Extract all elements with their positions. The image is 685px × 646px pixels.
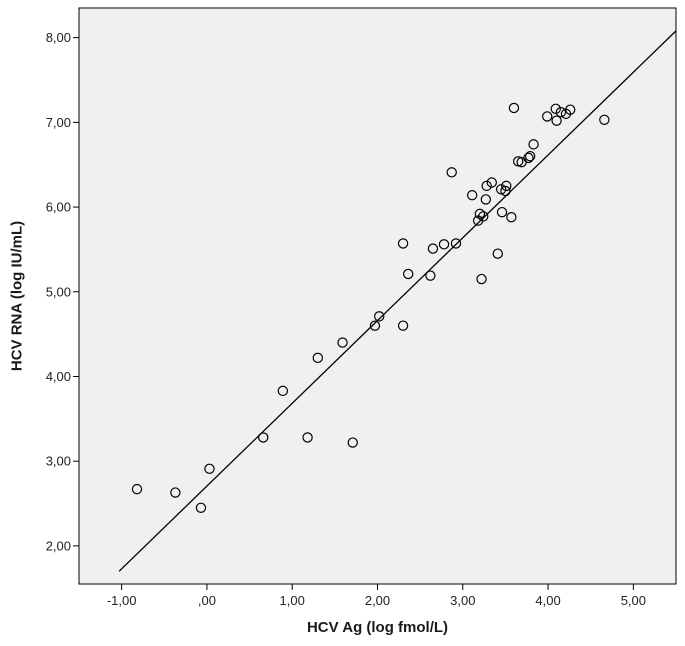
- data-points: [131, 102, 610, 513]
- x-tick-label: 4,00: [535, 593, 560, 608]
- y-tick-label: 3,00: [46, 454, 71, 469]
- data-point: [277, 385, 289, 397]
- data-point: [450, 238, 462, 249]
- data-point: [501, 180, 512, 192]
- data-point: [496, 206, 508, 218]
- data-point: [506, 212, 517, 223]
- y-axis-title: HCV RNA (log IU/mL): [9, 221, 26, 371]
- data-point: [550, 103, 561, 115]
- data-point: [478, 211, 489, 222]
- y-tick-label: 5,00: [46, 284, 71, 299]
- x-tick-label: 5,00: [621, 593, 646, 608]
- data-point: [425, 270, 436, 281]
- plot-area: [78, 7, 677, 585]
- data-point: [466, 189, 478, 201]
- data-point: [302, 432, 313, 443]
- data-point: [524, 151, 536, 162]
- data-point: [486, 177, 497, 188]
- data-point: [508, 102, 520, 114]
- y-tick-label: 4,00: [46, 369, 71, 384]
- y-tick-label: 6,00: [46, 200, 71, 215]
- data-point: [397, 320, 409, 331]
- data-point: [500, 185, 511, 197]
- data-point: [204, 463, 215, 474]
- data-point: [542, 111, 553, 122]
- data-point: [374, 311, 385, 322]
- data-point: [403, 268, 414, 280]
- data-point: [492, 248, 503, 259]
- data-point: [337, 337, 348, 348]
- data-point: [599, 114, 610, 126]
- x-axis-title: HCV Ag (log fmol/L): [307, 619, 448, 636]
- x-tick-label: ,00: [198, 593, 216, 608]
- x-tick-label: 2,00: [365, 593, 390, 608]
- x-tick-label: -1,00: [107, 593, 137, 608]
- y-tick-label: 7,00: [46, 115, 71, 130]
- data-point: [528, 139, 539, 150]
- y-axis-ticks: 2,00 3,00 4,00 5,00 6,00 7,00 8,00: [46, 30, 79, 553]
- data-point: [555, 106, 567, 118]
- data-point: [427, 243, 439, 254]
- data-point: [565, 104, 576, 115]
- data-point: [170, 487, 181, 498]
- data-point: [347, 437, 358, 448]
- data-point: [397, 238, 409, 249]
- data-point: [369, 320, 381, 331]
- regression-line: [118, 30, 677, 572]
- data-point: [312, 352, 323, 364]
- data-point: [131, 483, 143, 495]
- data-point: [476, 273, 487, 285]
- data-point: [551, 115, 562, 126]
- x-tick-label: 3,00: [450, 593, 475, 608]
- data-point: [474, 208, 486, 220]
- data-point: [523, 152, 534, 164]
- data-point: [481, 180, 492, 192]
- data-point: [195, 502, 207, 513]
- data-point: [258, 432, 269, 443]
- x-tick-label: 1,00: [280, 593, 305, 608]
- y-tick-label: 8,00: [46, 30, 71, 45]
- data-point: [480, 194, 492, 205]
- data-point: [446, 167, 457, 178]
- data-point: [438, 239, 450, 250]
- x-axis-ticks: -1,00 ,00 1,00 2,00 3,00 4,00 5,00: [107, 584, 646, 608]
- y-tick-label: 2,00: [46, 538, 71, 553]
